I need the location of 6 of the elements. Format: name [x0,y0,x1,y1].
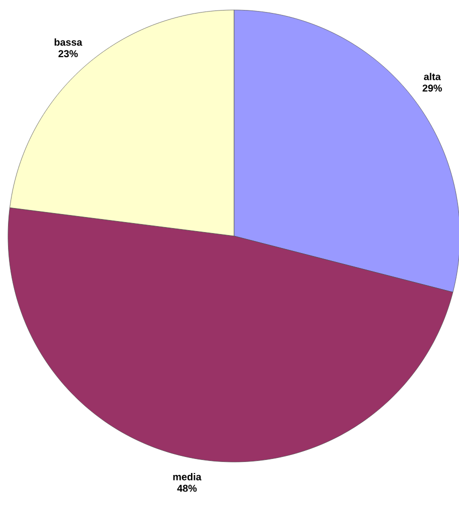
data-label: 48% [177,484,197,492]
data-label: 29% [422,84,442,92]
data-label: 23% [58,50,78,58]
slice-label: bassa [54,38,82,46]
slice-label: media [173,473,202,480]
slice-label: alta [424,72,441,80]
